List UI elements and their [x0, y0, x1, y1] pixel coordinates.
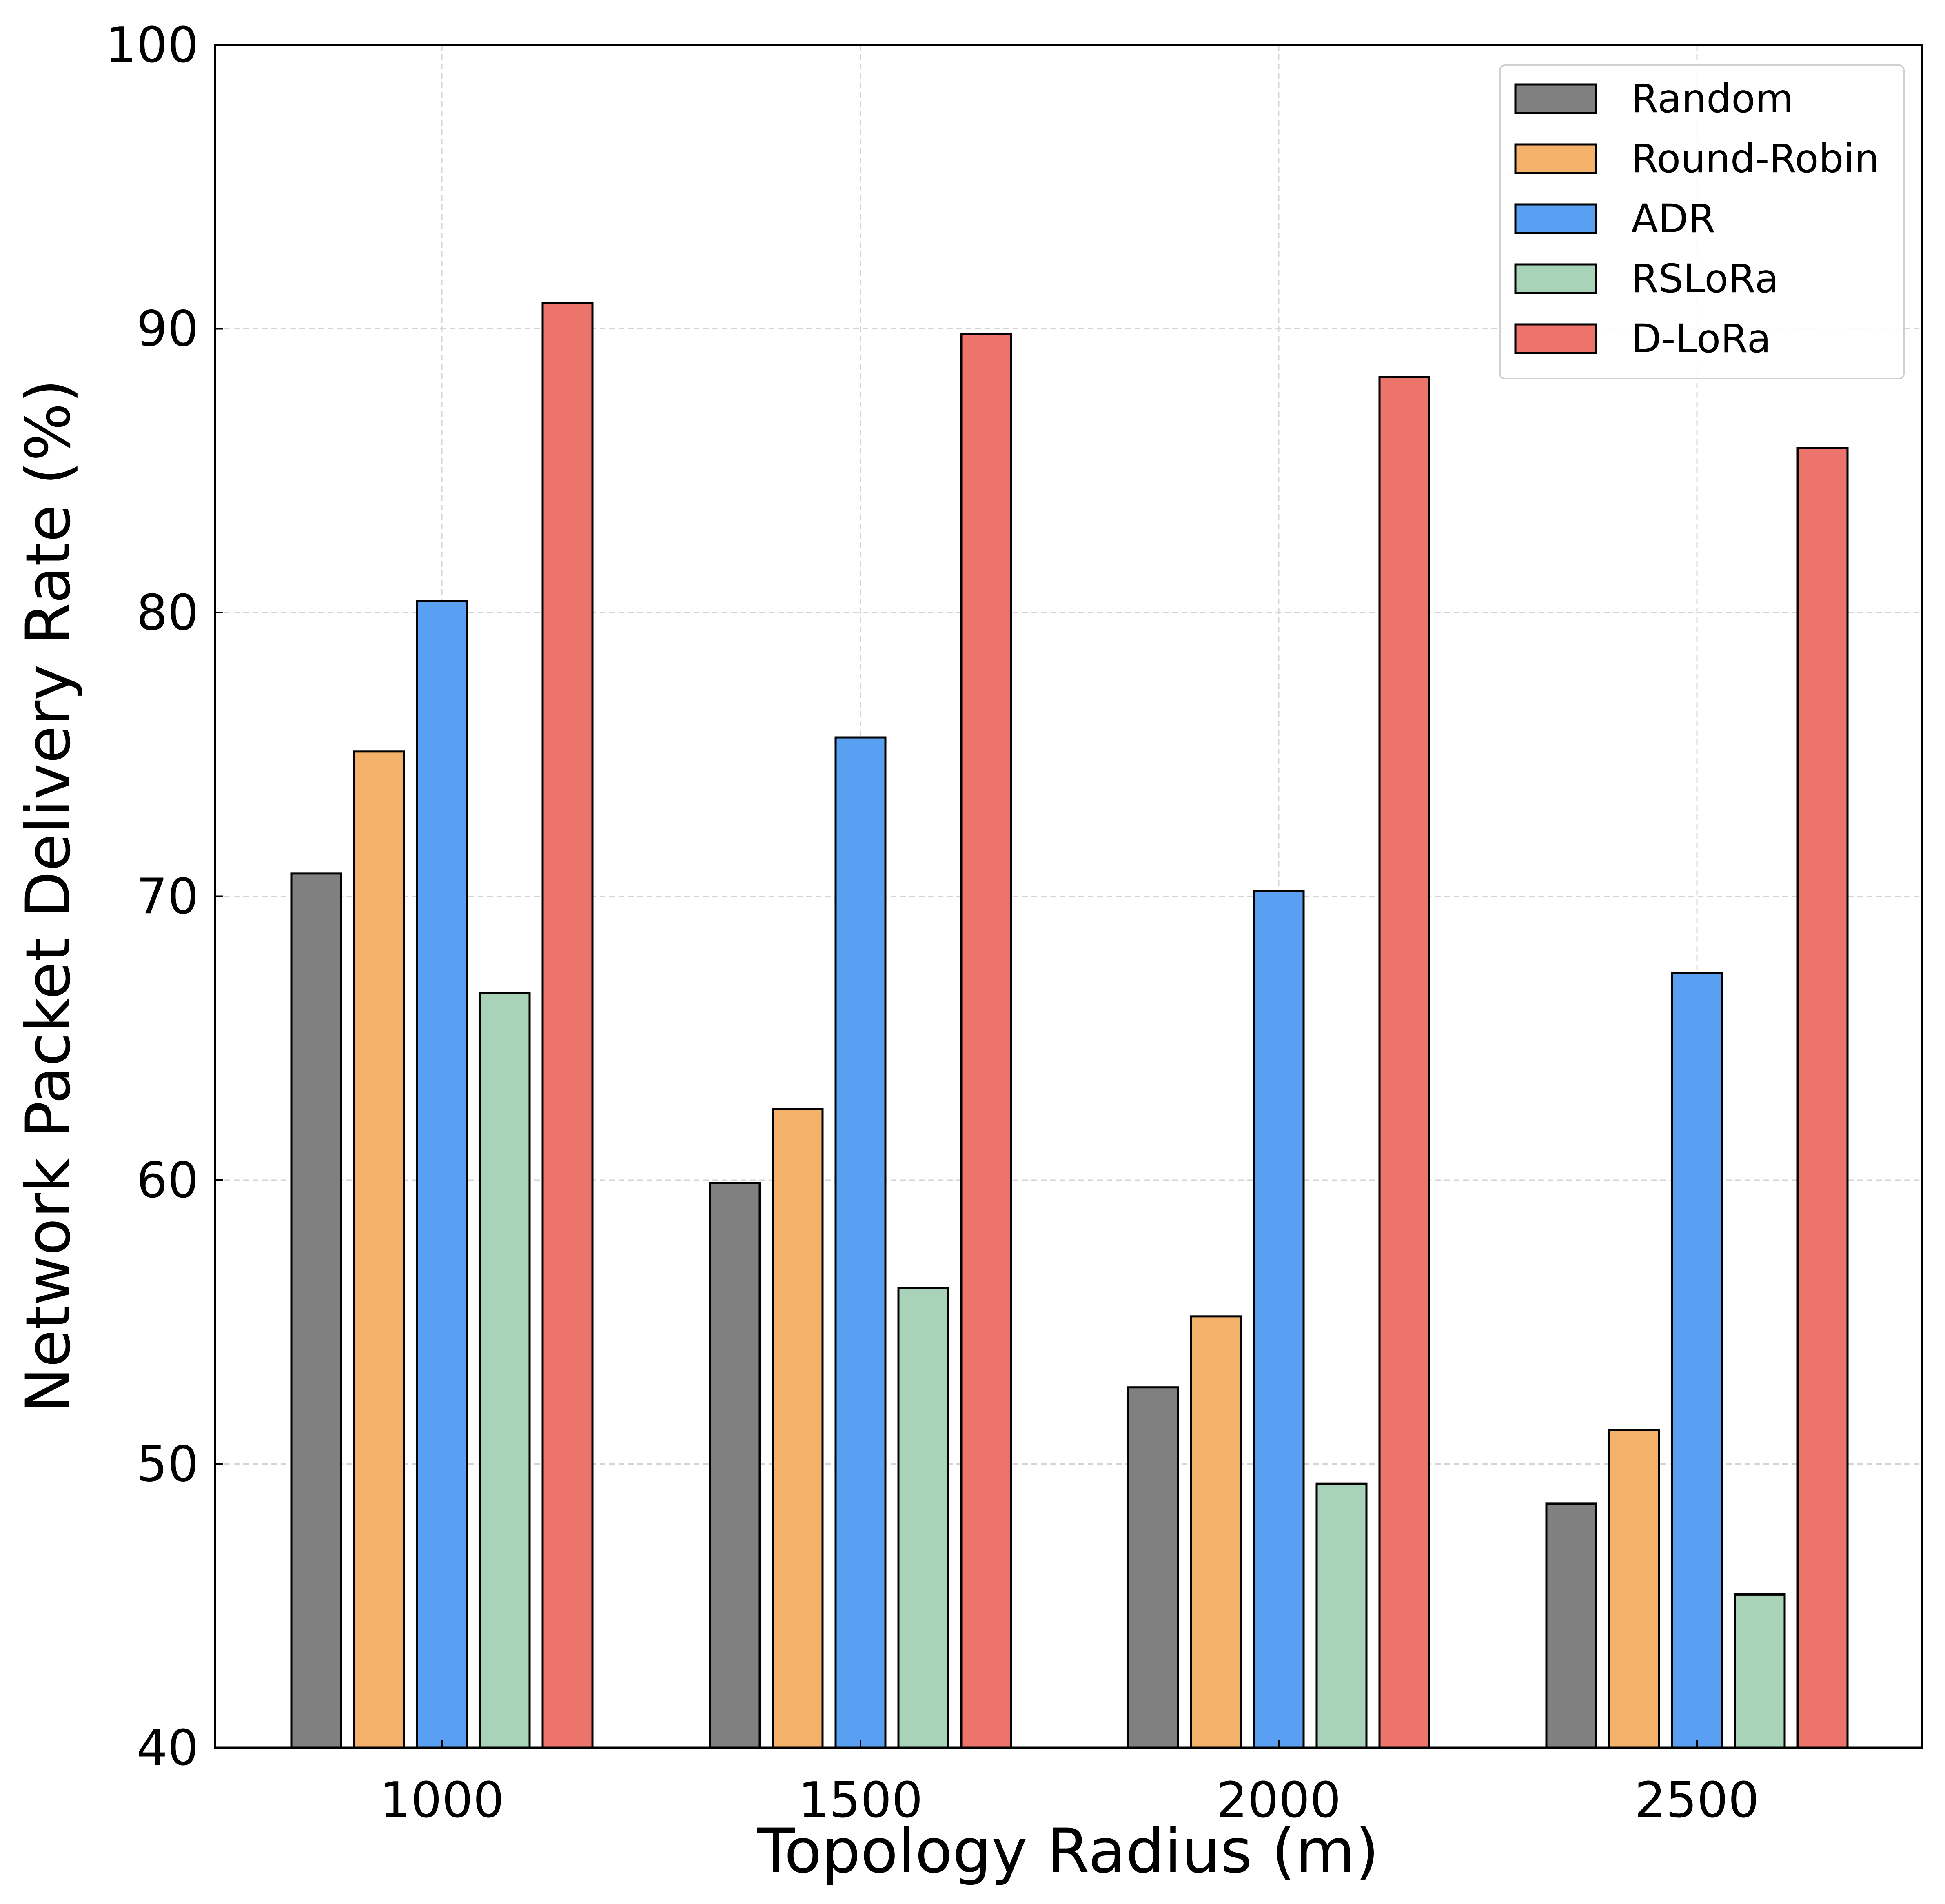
legend-label: ADR	[1631, 196, 1715, 242]
bar-rslora-1500	[897, 1287, 949, 1749]
legend-label: RSLoRa	[1631, 256, 1779, 302]
y-axis-title: Network Packet Delivery Rate (%)	[13, 379, 84, 1413]
bar-adr-2000	[1253, 890, 1305, 1749]
bar-random-2000	[1127, 1386, 1179, 1749]
x-tick-label: 2500	[1635, 1772, 1759, 1829]
bar-rslora-1000	[479, 992, 531, 1749]
axis-ticks: 40 50 60 70 80 90 100 1000 1500 2000 2500	[105, 17, 1759, 1829]
legend-swatch-adr	[1514, 203, 1597, 234]
bar-adr-1000	[416, 600, 468, 1749]
y-tick-label: 70	[136, 869, 199, 925]
bars	[290, 302, 1849, 1749]
bar-rslora-2500	[1734, 1593, 1786, 1749]
y-tick-label: 80	[136, 585, 199, 641]
bar-random-1500	[709, 1182, 761, 1749]
bar-rslora-2000	[1315, 1482, 1368, 1749]
y-tick-label: 40	[136, 1720, 199, 1777]
legend: Random Round-Robin ADR RSLoRa D-LoRa	[1499, 64, 1905, 379]
bar-adr-2500	[1671, 972, 1723, 1749]
bar-round-robin-2000	[1190, 1315, 1242, 1749]
y-tick-label: 50	[136, 1436, 199, 1493]
bar-round-robin-1000	[353, 750, 405, 1749]
y-tick-label: 100	[105, 17, 199, 74]
legend-box	[1499, 64, 1905, 379]
bar-round-robin-2500	[1608, 1429, 1660, 1749]
legend-swatch-rslora	[1514, 263, 1597, 294]
legend-label: Random	[1631, 76, 1793, 122]
bar-round-robin-1500	[772, 1108, 824, 1749]
x-tick-label: 1500	[798, 1772, 923, 1829]
bar-d-lora-2000	[1378, 376, 1430, 1749]
bar-d-lora-1500	[960, 333, 1012, 1749]
legend-swatch-d-lora	[1514, 323, 1597, 354]
y-tick-label: 60	[136, 1152, 199, 1209]
legend-swatch-round-robin	[1514, 143, 1597, 174]
legend-swatch-random	[1514, 83, 1597, 114]
y-tick-label: 90	[136, 301, 199, 358]
bar-d-lora-2500	[1796, 447, 1849, 1749]
x-tick-label: 1000	[379, 1772, 504, 1829]
legend-label: D-LoRa	[1631, 316, 1771, 362]
x-tick-label: 2000	[1216, 1772, 1341, 1829]
legend-label: Round-Robin	[1631, 136, 1879, 182]
bar-random-1000	[290, 872, 342, 1749]
bar-adr-1500	[834, 736, 887, 1749]
x-axis-title: Topology Radius (m)	[757, 1816, 1379, 1887]
bar-random-2500	[1545, 1502, 1597, 1749]
bar-d-lora-1000	[541, 302, 594, 1749]
